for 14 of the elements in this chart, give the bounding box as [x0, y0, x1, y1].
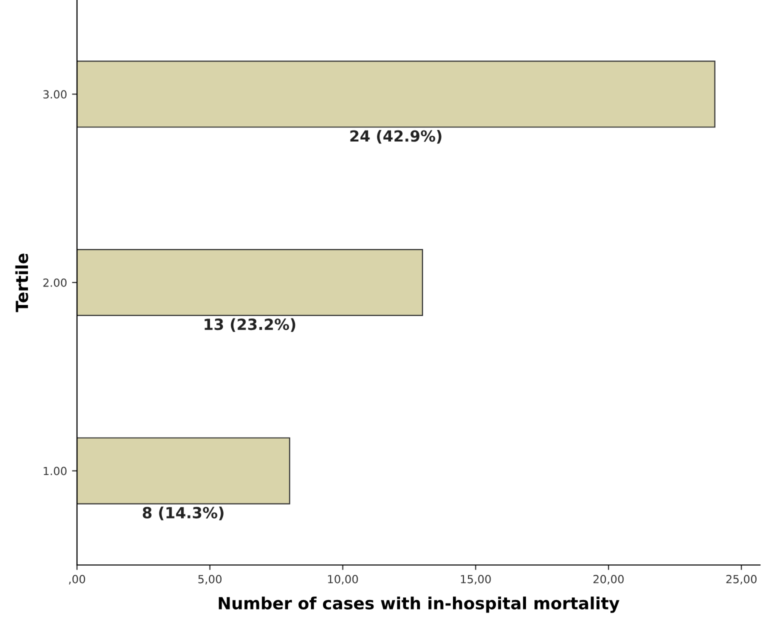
data-label: 8 (14.3%) — [142, 506, 224, 520]
x-tick-label: 10,00 — [328, 574, 358, 584]
x-tick-label: ,00 — [69, 574, 86, 584]
data-label: 13 (23.2%) — [204, 318, 296, 332]
y-tick-label: 3.00 — [43, 90, 67, 99]
x-tick-label: 15,00 — [460, 574, 491, 584]
x-tick-label: 25,00 — [726, 574, 757, 584]
y-tick-label: 2.00 — [43, 278, 67, 287]
x-tick-label: 20,00 — [593, 574, 624, 584]
y-axis-title: Tertile — [15, 254, 28, 312]
y-tick-label: 1.00 — [44, 466, 67, 476]
x-tick-label: 5,00 — [198, 574, 222, 584]
x-axis-title: Number of cases with in-hospital mortality — [218, 596, 620, 613]
data-label: 24 (42.9%) — [350, 130, 442, 144]
